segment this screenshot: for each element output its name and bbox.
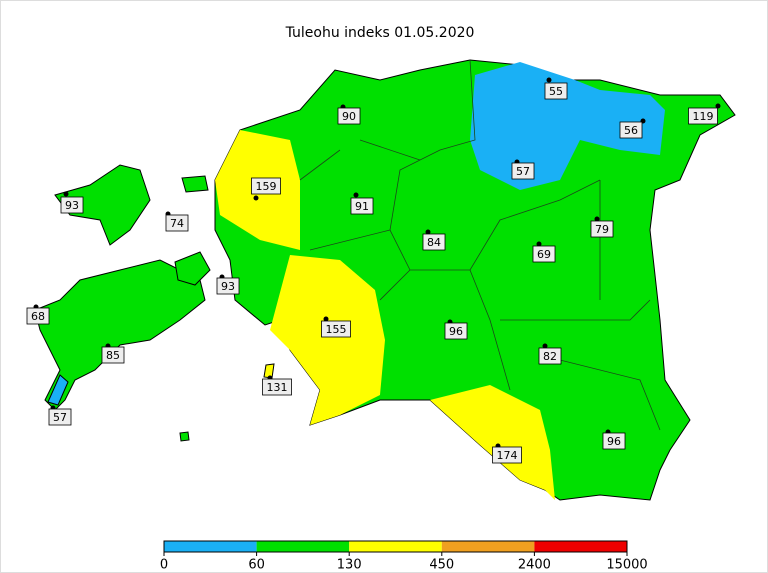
station-label: 55 [549, 85, 563, 98]
legend-swatch [534, 541, 627, 552]
station-label: 155 [326, 323, 347, 336]
station-label: 82 [543, 350, 557, 363]
station-box [444, 322, 468, 340]
station-label: 68 [31, 310, 45, 323]
station-dot [425, 229, 431, 235]
station-box [492, 446, 522, 464]
station-label: 90 [342, 110, 356, 123]
station-label: 79 [595, 223, 609, 236]
station-label: 91 [355, 200, 369, 213]
station-box [350, 197, 374, 215]
station-box [337, 107, 361, 125]
legend-swatch [164, 541, 257, 552]
station-dot [353, 192, 359, 198]
station-label: 119 [693, 110, 714, 123]
legend-frame [163, 540, 628, 553]
station-box [262, 378, 292, 396]
station-label: 57 [53, 411, 67, 424]
legend-swatch [256, 541, 350, 552]
station-label: 96 [449, 325, 463, 338]
station-box [26, 307, 50, 325]
station-dot [715, 103, 721, 109]
station-label: 56 [624, 124, 638, 137]
station-dot [63, 191, 69, 197]
station-label: 174 [497, 449, 518, 462]
station-box [321, 320, 351, 338]
station-box [101, 346, 125, 364]
station-dot [546, 77, 552, 83]
station-box [60, 196, 84, 214]
station-label: 93 [221, 280, 235, 293]
station-label: 96 [607, 435, 621, 448]
station-box [619, 121, 643, 139]
station-box [216, 277, 240, 295]
legend-tick-label: 2400 [518, 558, 551, 573]
land [34, 59, 736, 501]
station-box [532, 245, 556, 263]
station-box [511, 162, 535, 180]
station-label: 85 [106, 349, 120, 362]
station-dot [253, 195, 259, 201]
station-box [590, 220, 614, 238]
legend-swatch [349, 541, 442, 552]
station-dot [542, 343, 548, 349]
station-dot [594, 216, 600, 222]
legend-tick-label: 450 [429, 558, 454, 573]
station-label: 131 [267, 381, 288, 394]
station-label: 84 [427, 236, 441, 249]
map-title: Tuleohu indeks 01.05.2020 [285, 25, 475, 41]
station-label: 57 [516, 165, 530, 178]
station-box [48, 408, 72, 426]
legend-tick-label: 60 [248, 558, 265, 573]
station-dot [323, 316, 329, 322]
station-label: 74 [170, 217, 184, 230]
legend-tick-label: 130 [337, 558, 362, 573]
station-box [602, 432, 626, 450]
station-label: 93 [65, 199, 79, 212]
legend-swatch [441, 541, 535, 552]
station-box [165, 214, 189, 232]
station-box [422, 233, 446, 251]
legend-tick-label: 0 [160, 558, 168, 573]
station-box [251, 177, 281, 195]
station-label: 159 [256, 180, 277, 193]
legend-tick-label: 15000 [606, 558, 647, 573]
station-box [544, 82, 568, 100]
station-label: 69 [537, 248, 551, 261]
station-box [688, 107, 718, 125]
station-box [538, 347, 562, 365]
station-dot [536, 241, 542, 247]
